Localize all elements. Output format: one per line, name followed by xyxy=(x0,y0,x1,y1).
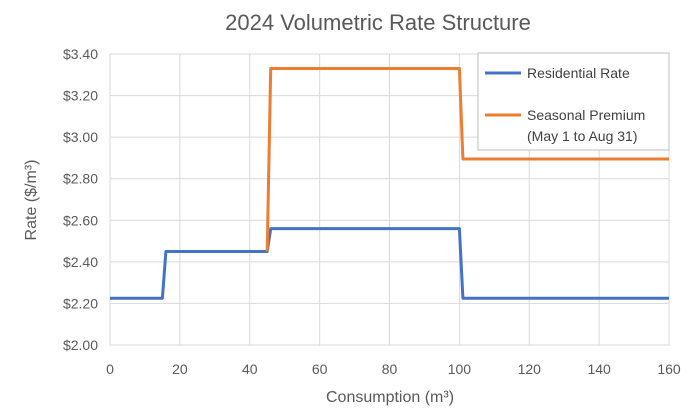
y-tick-label: $2.00 xyxy=(63,337,98,353)
x-tick-label: 40 xyxy=(242,361,258,377)
x-tick-label: 160 xyxy=(657,361,681,377)
x-axis-label: Consumption (m³) xyxy=(326,389,454,406)
x-tick-label: 100 xyxy=(448,361,472,377)
y-tick-label: $2.20 xyxy=(63,295,98,311)
y-tick-label: $2.40 xyxy=(63,254,98,270)
grid xyxy=(109,53,670,346)
x-tick-label: 20 xyxy=(172,361,188,377)
legend-box xyxy=(477,52,670,151)
x-tick-label: 80 xyxy=(382,361,398,377)
y-tick-label: $3.40 xyxy=(63,46,98,62)
legend-label-seasonal-line2: (May 1 to Aug 31) xyxy=(527,128,638,144)
y-axis-label: Rate ($/m³) xyxy=(23,160,40,241)
legend: Residential Rate Seasonal Premium (May 1… xyxy=(477,52,670,151)
y-tick-label: $2.60 xyxy=(63,212,98,228)
x-tick-label: 140 xyxy=(587,361,611,377)
y-tick-label: $3.00 xyxy=(63,129,98,145)
series-line-seasonal-premium xyxy=(265,67,669,252)
x-tick-label: 120 xyxy=(518,361,542,377)
chart-title: 2024 Volumetric Rate Structure xyxy=(225,10,531,35)
y-axis-ticks: $2.00 $2.20 $2.40 $2.60 $2.80 $3.00 $3.20 $3.40 xyxy=(63,46,98,353)
x-tick-label: 0 xyxy=(106,361,114,377)
y-tick-label: $3.20 xyxy=(63,88,98,104)
y-tick-label: $2.80 xyxy=(63,171,98,187)
x-axis-ticks: 0 20 40 60 80 100 120 140 160 xyxy=(106,361,681,377)
x-tick-label: 60 xyxy=(312,361,328,377)
legend-label-residential: Residential Rate xyxy=(527,65,630,81)
legend-label-seasonal: Seasonal Premium xyxy=(527,107,645,123)
series-group xyxy=(110,67,669,300)
series-line-residential-rate xyxy=(110,227,669,300)
plot-area-border xyxy=(109,53,670,346)
